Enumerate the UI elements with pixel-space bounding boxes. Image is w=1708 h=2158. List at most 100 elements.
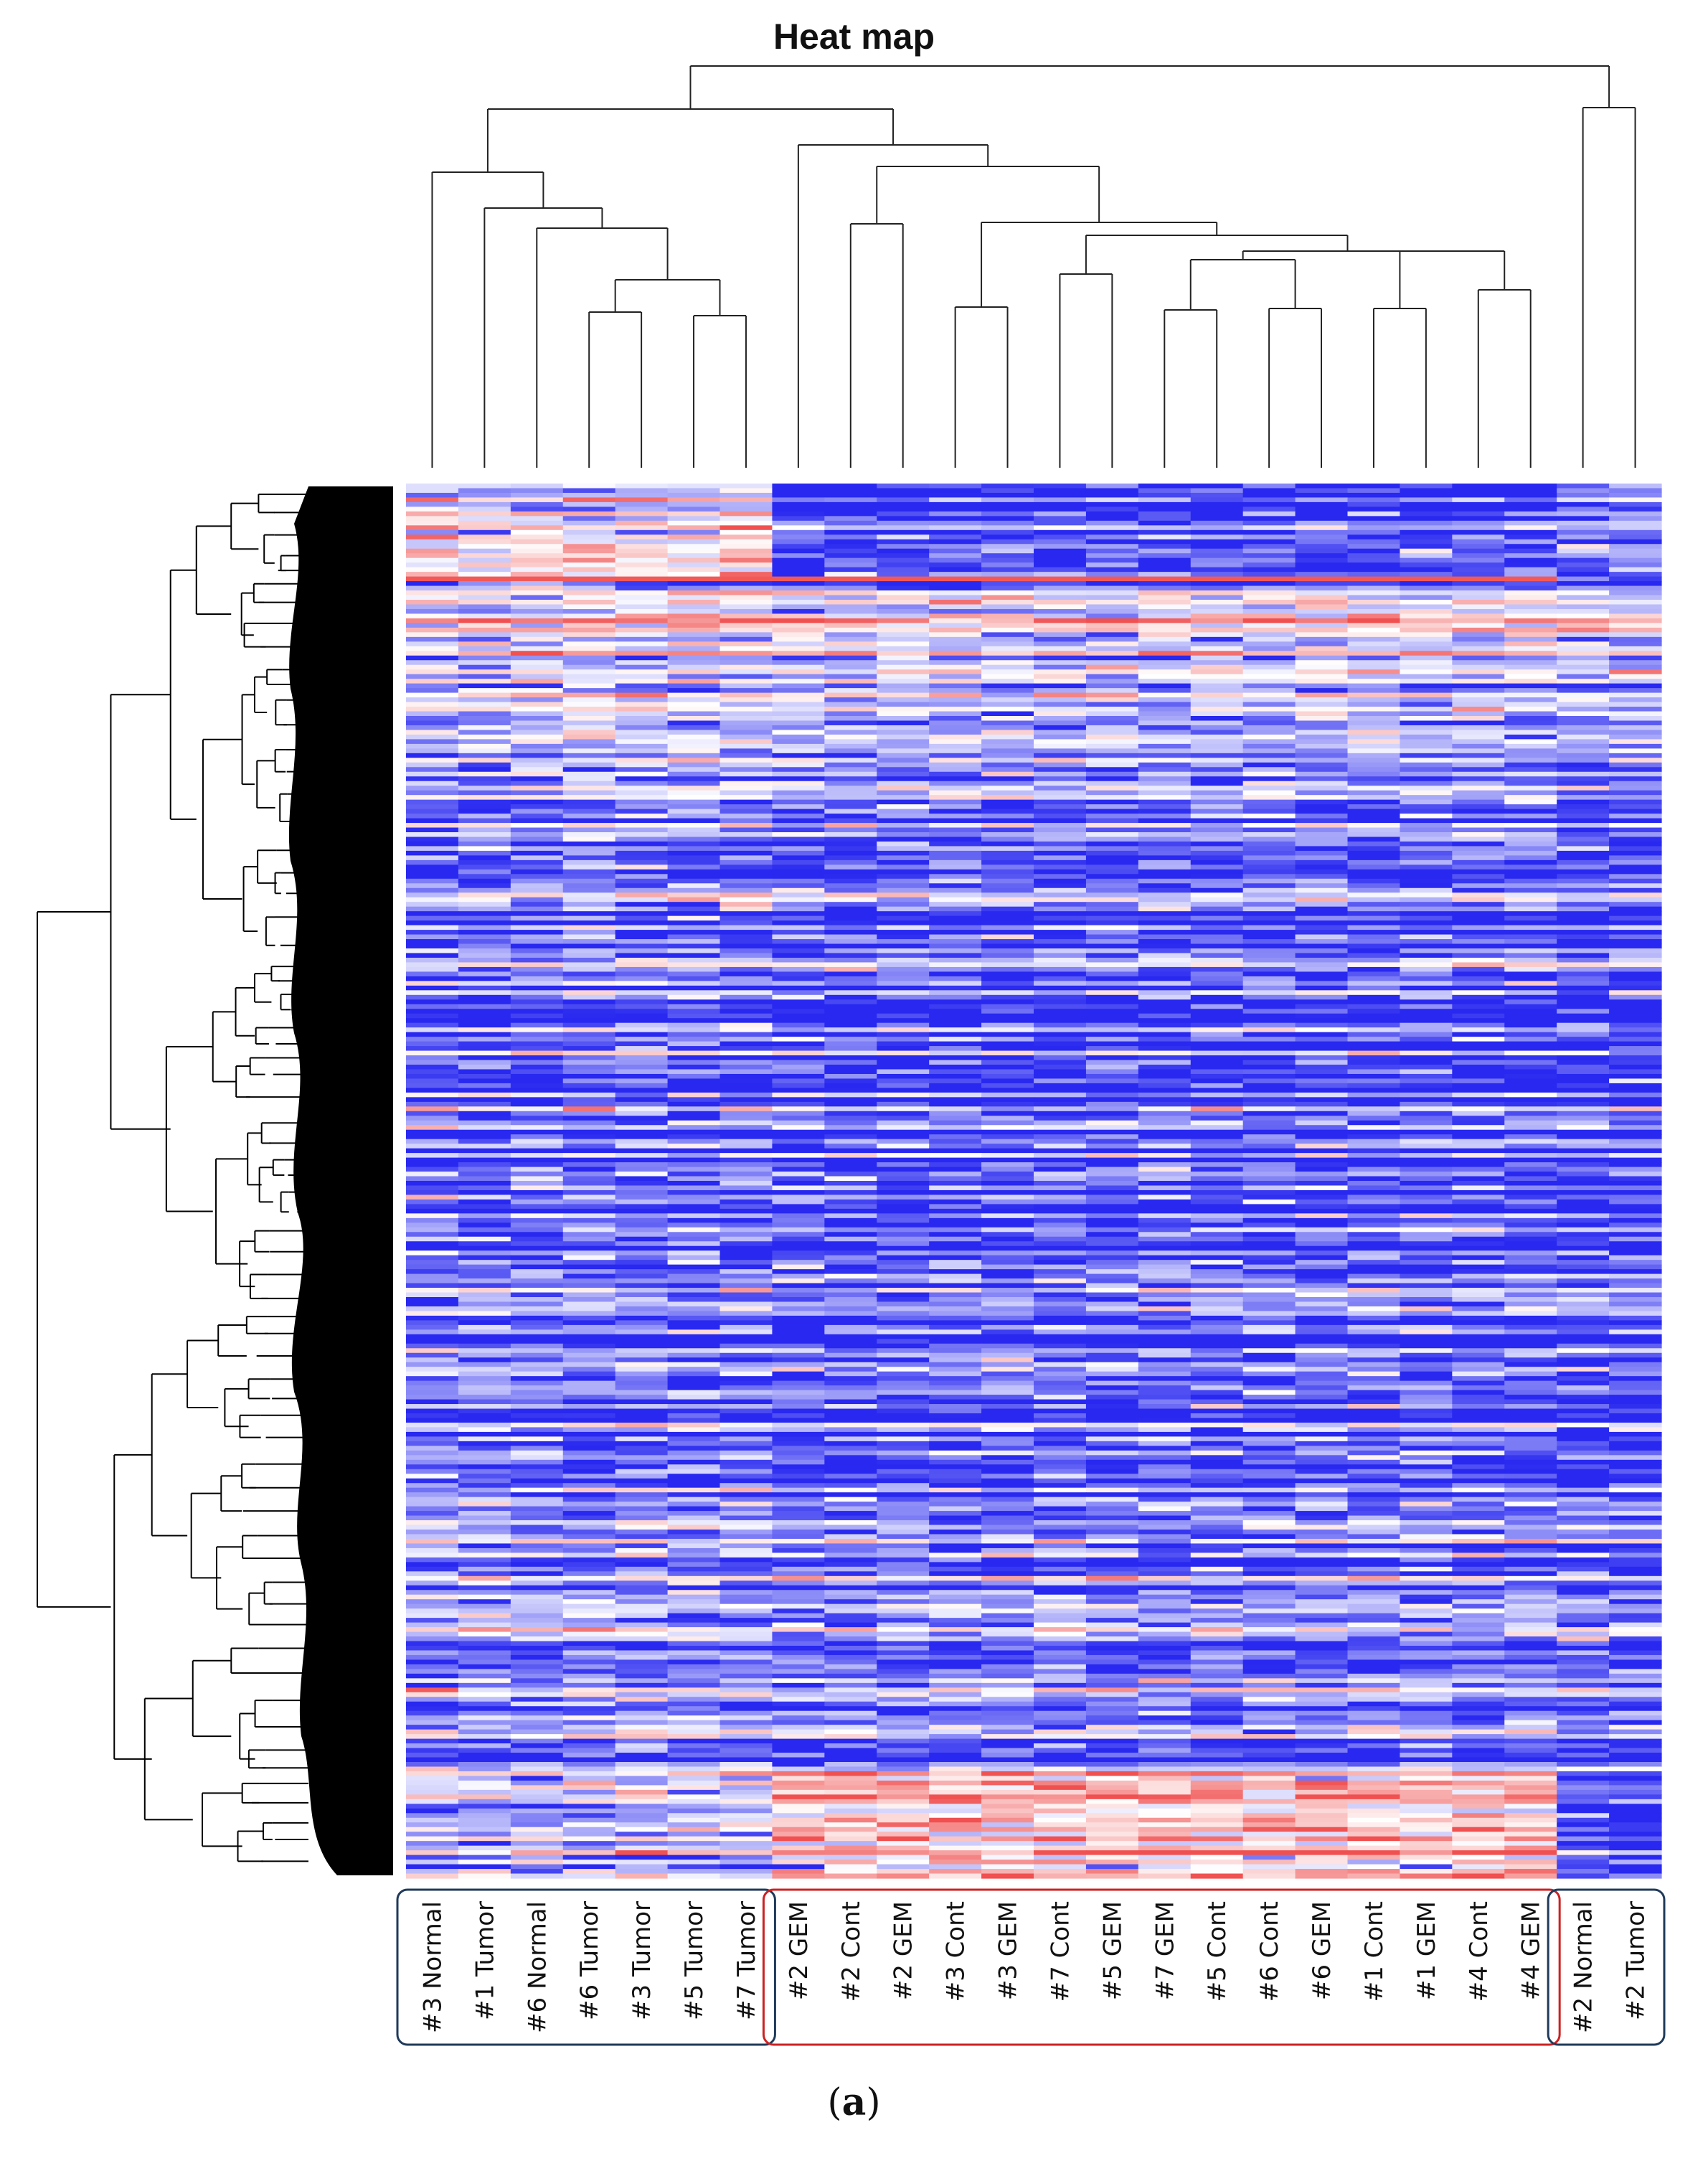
- heatmap-cell: [772, 786, 825, 791]
- heatmap-cell: [1295, 618, 1349, 623]
- heatmap-cell: [1190, 1245, 1244, 1251]
- heatmap-cell: [1504, 1069, 1557, 1075]
- heatmap-cell: [1242, 837, 1296, 842]
- heatmap-cell: [615, 511, 669, 517]
- heatmap-cell: [1557, 604, 1610, 610]
- heatmap-cell: [877, 539, 930, 545]
- heatmap-cell: [667, 809, 721, 814]
- heatmap-cell: [929, 795, 982, 801]
- heatmap-cell: [1504, 902, 1557, 908]
- heatmap-cell: [1190, 730, 1244, 735]
- heatmap-cell: [772, 1241, 825, 1247]
- heatmap-cell: [929, 600, 982, 606]
- heatmap-cell: [1609, 939, 1662, 945]
- heatmap-cell: [615, 1199, 669, 1205]
- heatmap-cell: [615, 1078, 669, 1084]
- heatmap-cell: [562, 692, 616, 698]
- heatmap-cell: [1452, 799, 1505, 805]
- heatmap-cell: [562, 1315, 616, 1321]
- heatmap-cell: [1190, 1357, 1244, 1363]
- heatmap-cell: [1557, 1176, 1610, 1182]
- heatmap-cell: [772, 748, 825, 754]
- heatmap-cell: [1295, 562, 1349, 568]
- heatmap-cell: [877, 985, 930, 991]
- heatmap-cell: [1242, 948, 1296, 954]
- heatmap-cell: [406, 874, 459, 880]
- heatmap-cell: [1138, 781, 1192, 786]
- heatmap-cell: [1085, 1260, 1139, 1266]
- heatmap-cell: [406, 636, 459, 642]
- heatmap-cell: [824, 1376, 877, 1382]
- heatmap-cell: [1609, 1324, 1662, 1330]
- heatmap-cell: [1557, 1241, 1610, 1247]
- heatmap-cell: [1504, 585, 1557, 591]
- heatmap-cell: [510, 1083, 564, 1088]
- heatmap-cell: [1557, 934, 1610, 940]
- heatmap-cell: [772, 1181, 825, 1187]
- heatmap-cell: [719, 562, 773, 568]
- heatmap-cell: [1138, 1139, 1192, 1144]
- heatmap-cell: [667, 748, 721, 754]
- heatmap-cell: [458, 1125, 511, 1131]
- heatmap-cell: [562, 1227, 616, 1233]
- heatmap-cell: [667, 497, 721, 503]
- heatmap-cell: [1034, 1046, 1087, 1052]
- heatmap-cell: [615, 771, 669, 777]
- heatmap-cell: [1452, 1069, 1505, 1075]
- heatmap-cell: [1609, 1055, 1662, 1061]
- heatmap-cell: [1242, 1101, 1296, 1107]
- heatmap-cell: [1347, 1329, 1401, 1335]
- heatmap-cell: [1609, 697, 1662, 703]
- heatmap-cell: [562, 799, 616, 805]
- heatmap-cell: [877, 823, 930, 829]
- heatmap-cell: [615, 1069, 669, 1075]
- heatmap-cell: [615, 1264, 669, 1270]
- heatmap-cell: [1347, 795, 1401, 801]
- heatmap-cell: [1295, 702, 1349, 707]
- heatmap-cell: [1242, 1106, 1296, 1112]
- heatmap-cell: [1242, 683, 1296, 689]
- heatmap-cell: [1295, 651, 1349, 656]
- heatmap-cell: [667, 618, 721, 623]
- heatmap-cell: [1085, 1288, 1139, 1294]
- heatmap-cell: [929, 837, 982, 842]
- heatmap-cell: [562, 1041, 616, 1047]
- heatmap-cell: [1034, 651, 1087, 656]
- heatmap-cell: [824, 832, 877, 838]
- heatmap-cell: [1138, 534, 1192, 540]
- heatmap-cell: [1295, 632, 1349, 638]
- heatmap-cell: [1295, 1283, 1349, 1288]
- heatmap-cell: [458, 627, 511, 633]
- heatmap-cell: [510, 1348, 564, 1354]
- heatmap-cell: [981, 948, 1034, 954]
- heatmap-cell: [510, 679, 564, 684]
- heatmap-cell: [458, 1078, 511, 1084]
- heatmap-cell: [1138, 846, 1192, 852]
- heatmap-cell: [1085, 1217, 1139, 1223]
- heatmap-cell: [1609, 501, 1662, 507]
- heatmap-cell: [1609, 497, 1662, 503]
- heatmap-cell: [1295, 1069, 1349, 1075]
- heatmap-cell: [719, 632, 773, 638]
- heatmap-cell: [1085, 781, 1139, 786]
- heatmap-cell: [1085, 636, 1139, 642]
- heatmap-cell: [1034, 859, 1087, 865]
- heatmap-cell: [1347, 655, 1401, 661]
- heatmap-cell: [615, 1092, 669, 1098]
- heatmap-cell: [981, 892, 1034, 898]
- heatmap-cell: [1504, 739, 1557, 745]
- heatmap-cell: [510, 506, 564, 512]
- heatmap-cell: [877, 1125, 930, 1131]
- heatmap-cell: [1190, 823, 1244, 829]
- heatmap-cell: [1242, 939, 1296, 945]
- heatmap-cell: [719, 855, 773, 861]
- heatmap-cell: [1085, 1134, 1139, 1140]
- heatmap-cell: [1295, 674, 1349, 679]
- heatmap-cell: [1034, 1157, 1087, 1163]
- heatmap-cell: [1295, 897, 1349, 903]
- heatmap-cell: [981, 1022, 1034, 1028]
- heatmap-cell: [562, 990, 616, 996]
- heatmap-cell: [406, 1111, 459, 1116]
- heatmap-cell: [1085, 823, 1139, 829]
- heatmap-cell: [1347, 864, 1401, 870]
